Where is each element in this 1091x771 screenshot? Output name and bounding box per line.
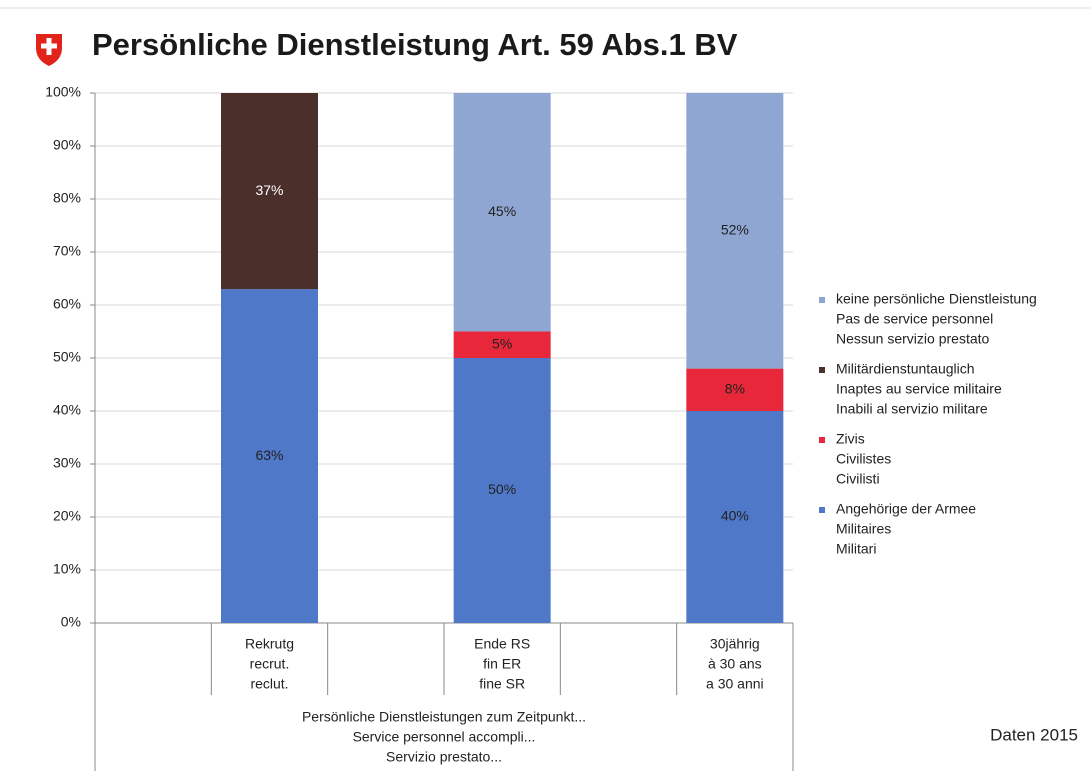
x-tick-label: à 30 ans [708,656,762,672]
x-tick-label: fine SR [479,676,525,692]
data-label: 50% [488,481,516,497]
y-tick-label: 0% [61,614,81,630]
x-axis-label: Service personnel accompli... [353,729,536,745]
note: Daten 2015 [990,725,1078,744]
legend-label: Militaires [836,521,891,537]
x-tick-label: Rekrutg [245,636,294,652]
data-label: 37% [255,182,283,198]
y-tick-label: 40% [53,402,81,418]
x-tick-label: fin ER [483,656,521,672]
y-tick-label: 80% [53,190,81,206]
data-label: 8% [725,381,745,397]
legend-swatch [819,297,825,303]
swiss-logo [36,34,62,66]
y-tick-label: 70% [53,243,81,259]
legend-swatch [819,367,825,373]
bar-segment [221,289,318,623]
legend-label: Militärdienstuntauglich [836,361,975,377]
y-tick-label: 60% [53,296,81,312]
legend-label: Inaptes au service militaire [836,381,1002,397]
legend-label: Zivis [836,431,865,447]
legend-label: Pas de service personnel [836,311,993,327]
y-tick-label: 100% [45,84,81,100]
bar-segment [221,93,318,290]
bar-segment [453,358,551,623]
x-tick-label: a 30 anni [706,676,764,692]
data-label: 40% [721,508,749,524]
legend-swatch [819,507,825,513]
bar-segment [453,93,551,332]
x-tick-label: 30jährig [710,636,760,652]
legend-label: Angehörige der Armee [836,501,976,517]
legend-label: Inabili al servizio militare [836,401,988,417]
x-tick-label: Ende RS [474,636,530,652]
legend-label: Civilisti [836,471,880,487]
y-tick-label: 50% [53,349,81,365]
y-tick-label: 20% [53,508,81,524]
legend-label: Nessun servizio prestato [836,331,990,347]
x-tick-label: recrut. [250,656,290,672]
legend-label: Civilistes [836,451,891,467]
legend-label: keine persönliche Dienstleistung [836,291,1037,307]
x-axis-label: Persönliche Dienstleistungen zum Zeitpun… [302,709,586,725]
data-label: 5% [492,335,512,351]
y-tick-label: 90% [53,137,81,153]
data-label: 45% [488,203,516,219]
chart-title: Persönliche Dienstleistung Art. 59 Abs.1… [92,27,738,62]
bar-segment [686,368,784,411]
data-label: 52% [721,222,749,238]
bar-segment [686,411,784,623]
bar-segment [686,93,784,369]
legend-label: Militari [836,541,876,557]
x-axis-label: Servizio prestato... [386,749,502,765]
legend-swatch [819,437,825,443]
bar-segment [453,331,551,358]
y-tick-label: 30% [53,455,81,471]
data-label: 63% [255,447,283,463]
x-tick-label: reclut. [250,676,288,692]
y-tick-label: 10% [53,561,81,577]
